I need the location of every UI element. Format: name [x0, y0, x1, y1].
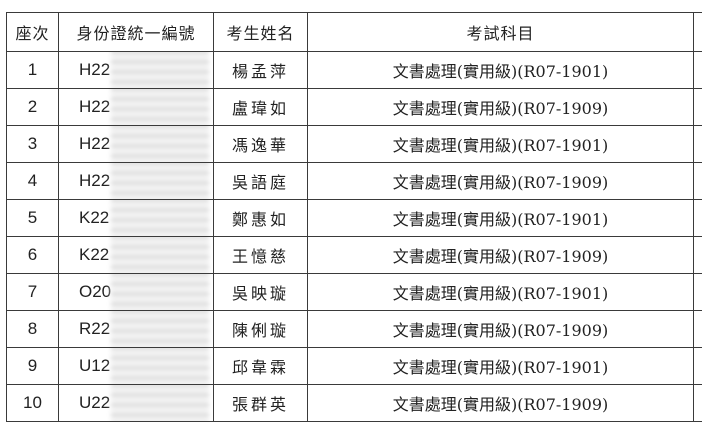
header-extra — [693, 12, 702, 52]
extra-cell — [693, 384, 702, 422]
exam-subject: 文書處理(實用級)(R07-1901) — [307, 125, 694, 163]
id-number: R22 — [58, 310, 214, 348]
exam-subject: 文書處理(實用級)(R07-1901) — [307, 273, 694, 311]
seat-number: 9 — [6, 347, 59, 385]
header-subject: 考試科目 — [307, 12, 694, 52]
candidate-name: 吳映璇 — [213, 273, 308, 311]
id-prefix: H22 — [79, 60, 111, 79]
seat-number: 10 — [6, 384, 59, 422]
extra-cell — [693, 199, 702, 237]
extra-cell — [693, 162, 702, 200]
extra-cell — [693, 51, 702, 89]
id-number: U12 — [58, 347, 214, 385]
exam-subject: 文書處理(實用級)(R07-1909) — [307, 236, 694, 274]
exam-subject: 文書處理(實用級)(R07-1901) — [307, 347, 694, 385]
id-number: H22 — [58, 88, 214, 126]
seat-number: 3 — [6, 125, 59, 163]
id-number: K22 — [58, 199, 214, 237]
table-row: 8 R22 陳俐璇 文書處理(實用級)(R07-1909) — [6, 310, 702, 348]
id-prefix: K22 — [79, 208, 110, 227]
seat-number: 8 — [6, 310, 59, 348]
exam-subject: 文書處理(實用級)(R07-1909) — [307, 88, 694, 126]
id-number: H22 — [58, 51, 214, 89]
redacted-blur — [111, 385, 209, 421]
redacted-blur — [111, 163, 209, 199]
exam-subject: 文書處理(實用級)(R07-1901) — [307, 199, 694, 237]
seat-number: 5 — [6, 199, 59, 237]
extra-cell — [693, 310, 702, 348]
id-number: H22 — [58, 162, 214, 200]
seat-number: 2 — [6, 88, 59, 126]
table-row: 4 H22 吳語庭 文書處理(實用級)(R07-1909) — [6, 162, 702, 200]
id-number: O20 — [58, 273, 214, 311]
table-row: 7 O20 吳映璇 文書處理(實用級)(R07-1901) — [6, 273, 702, 311]
id-prefix: U22 — [79, 393, 111, 412]
redacted-blur — [111, 348, 209, 384]
redacted-blur — [111, 126, 209, 162]
redacted-blur — [111, 237, 209, 273]
seat-number: 1 — [6, 51, 59, 89]
seat-number: 4 — [6, 162, 59, 200]
id-number: K22 — [58, 236, 214, 274]
redacted-blur — [111, 52, 209, 88]
id-prefix: H22 — [79, 134, 111, 153]
redacted-blur — [111, 200, 209, 236]
id-prefix: O20 — [79, 282, 112, 301]
candidate-name: 馮逸華 — [213, 125, 308, 163]
header-id: 身份證統一編號 — [58, 12, 214, 52]
id-prefix: U12 — [79, 356, 111, 375]
candidate-name: 楊孟萍 — [213, 51, 308, 89]
extra-cell — [693, 88, 702, 126]
table-row: 10 U22 張群英 文書處理(實用級)(R07-1909) — [6, 384, 702, 422]
table-row: 9 U12 邱韋霖 文書處理(實用級)(R07-1901) — [6, 347, 702, 385]
seat-number: 7 — [6, 273, 59, 311]
exam-subject: 文書處理(實用級)(R07-1909) — [307, 384, 694, 422]
candidate-name: 吳語庭 — [213, 162, 308, 200]
candidate-name: 鄭惠如 — [213, 199, 308, 237]
id-prefix: K22 — [79, 245, 110, 264]
extra-cell — [693, 347, 702, 385]
exam-subject: 文書處理(實用級)(R07-1909) — [307, 162, 694, 200]
redacted-blur — [111, 274, 209, 310]
header-seat: 座次 — [6, 12, 59, 52]
redacted-blur — [111, 89, 209, 125]
candidate-name: 盧瑋如 — [213, 88, 308, 126]
header-row: 座次 身份證統一編號 考生姓名 考試科目 — [6, 12, 702, 52]
id-prefix: H22 — [79, 97, 111, 116]
seat-number: 6 — [6, 236, 59, 274]
exam-subject: 文書處理(實用級)(R07-1901) — [307, 51, 694, 89]
extra-cell — [693, 125, 702, 163]
id-prefix: H22 — [79, 171, 111, 190]
candidate-name: 邱韋霖 — [213, 347, 308, 385]
id-prefix: R22 — [79, 319, 111, 338]
table-row: 6 K22 王憶慈 文書處理(實用級)(R07-1909) — [6, 236, 702, 274]
header-name: 考生姓名 — [213, 12, 308, 52]
candidate-name: 陳俐璇 — [213, 310, 308, 348]
table-row: 2 H22 盧瑋如 文書處理(實用級)(R07-1909) — [6, 88, 702, 126]
candidate-name: 張群英 — [213, 384, 308, 422]
candidate-name: 王憶慈 — [213, 236, 308, 274]
table-row: 1 H22 楊孟萍 文書處理(實用級)(R07-1901) — [6, 51, 702, 89]
table-row: 3 H22 馮逸華 文書處理(實用級)(R07-1901) — [6, 125, 702, 163]
table-row: 5 K22 鄭惠如 文書處理(實用級)(R07-1901) — [6, 199, 702, 237]
redacted-blur — [111, 311, 209, 347]
extra-cell — [693, 273, 702, 311]
extra-cell — [693, 236, 702, 274]
exam-subject: 文書處理(實用級)(R07-1909) — [307, 310, 694, 348]
id-number: U22 — [58, 384, 214, 422]
exam-seating-table: 座次 身份證統一編號 考生姓名 考試科目 1 H22 楊孟萍 文書處理(實用級)(R0… — [6, 12, 702, 422]
id-number: H22 — [58, 125, 214, 163]
